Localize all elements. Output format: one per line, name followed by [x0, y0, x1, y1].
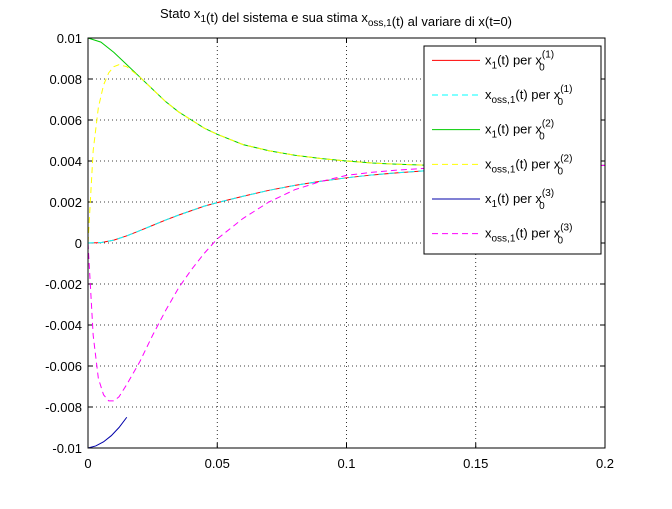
series-line-xoss1-3 — [87, 165, 606, 402]
y-tick-label: 0.01 — [57, 31, 82, 46]
legend-label-xoss1-2: xoss,1(t) per x(2) 0 — [485, 153, 572, 177]
legend-label-x1-2: x1(t) per x(2) 0 — [485, 119, 554, 143]
series-line-x1-3 — [87, 416, 128, 449]
legend-box — [423, 45, 602, 255]
y-tick-label: 0.006 — [49, 113, 82, 128]
y-tick-labels: -0.01 -0.008 -0.006 -0.004 -0.002 0 0.002 0.004… — [45, 31, 82, 456]
y-tick-label: -0.004 — [45, 318, 82, 333]
plot-frame — [87, 37, 606, 449]
legend-label-xoss1-1: xoss,1(t) per x(1) 0 — [485, 84, 572, 108]
y-tick-label: -0.006 — [45, 359, 82, 374]
legend-label-x1-1: x1(t) per x(1) 0 — [485, 49, 554, 73]
series-line-xoss1-2 — [87, 64, 605, 244]
x-tick-label: 0.1 — [337, 456, 355, 471]
chart-title: Stato x1(t) del sistema e sua stima xoss… — [160, 6, 512, 29]
legend: x1(t) per x(1) 0 xoss,1(t) per x(1) 0 x1(t) … — [423, 45, 602, 255]
x-tick-label: 0.15 — [463, 456, 488, 471]
y-tick-label: -0.008 — [45, 400, 82, 415]
legend-label-x1-3: x1(t) per x(3) 0 — [485, 188, 554, 212]
x-tick-labels: 0 0.05 0.1 0.15 0.2 — [84, 456, 614, 471]
y-tick-label: 0.002 — [49, 195, 82, 210]
y-tick-label: -0.002 — [45, 277, 82, 292]
legend-label-xoss1-3: xoss,1(t) per x(3) 0 — [485, 223, 572, 247]
x-tick-label: 0.2 — [596, 456, 614, 471]
x-tick-label: 0.05 — [205, 456, 230, 471]
x-tick-label: 0 — [84, 456, 91, 471]
y-tick-label: 0.008 — [49, 72, 82, 87]
y-tick-label: 0 — [75, 236, 82, 251]
y-tick-label: 0.004 — [49, 154, 82, 169]
y-tick-label: -0.01 — [52, 441, 82, 456]
